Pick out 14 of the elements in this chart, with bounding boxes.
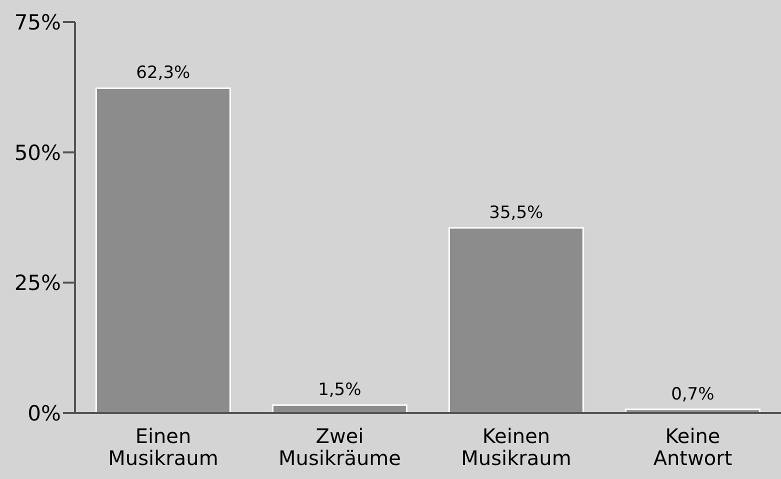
y-tick-label: 75%: [14, 10, 61, 34]
y-tick-label: 25%: [14, 271, 61, 296]
x-tick-label: Keinen Musikraum: [461, 424, 572, 470]
bar: [95, 87, 231, 413]
x-tick-label: Zwei Musikräume: [278, 424, 401, 470]
data-label: 35,5%: [489, 202, 544, 223]
data-label: 1,5%: [318, 380, 362, 400]
x-tick-label: Keine Antwort: [653, 424, 732, 470]
y-tick-label: 50%: [14, 140, 61, 165]
bar: [448, 227, 584, 413]
data-label: 0,7%: [671, 384, 714, 404]
data-label: 62,3%: [136, 63, 190, 84]
x-tick-label: Einen Musikraum: [108, 424, 218, 470]
y-tick-label: 0%: [28, 401, 61, 426]
